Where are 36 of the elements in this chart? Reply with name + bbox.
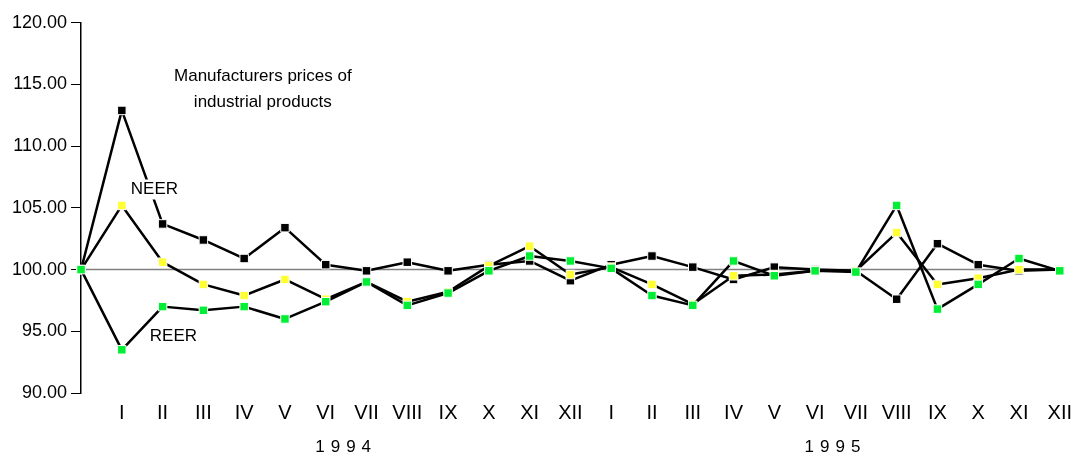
series-label: REER — [149, 326, 198, 346]
y-tick-label: 115.00 — [13, 73, 68, 94]
x-tick-label: III — [195, 400, 212, 423]
x-tick-label: III — [684, 400, 702, 423]
x-tick-label: X — [482, 400, 496, 423]
y-tick-label: 105.00 — [11, 196, 68, 217]
x-tick-label: IX — [927, 400, 947, 423]
y-tick-label: 100.00 — [11, 258, 68, 279]
x-tick-label: V — [278, 400, 293, 423]
x-tick-label: XI — [1009, 400, 1029, 423]
y-tick-label: 110.00 — [13, 135, 68, 156]
x-tick-label: II — [646, 400, 658, 423]
x-tick-label: I — [608, 400, 614, 423]
x-tick-label: VIII — [392, 400, 423, 423]
x-tick-label: VI — [316, 400, 336, 423]
x-tick-label: VII — [354, 400, 379, 423]
y-tick-label: 90.00 — [22, 381, 68, 402]
x-tick-label: IV — [724, 400, 744, 423]
text: 1995 — [804, 436, 867, 456]
x-tick-label: VII — [843, 400, 869, 423]
x-tick-label: VI — [805, 400, 825, 423]
x-tick-label: IX — [438, 400, 458, 423]
text: Manufacturers prices of industrial products — [174, 66, 352, 112]
y-tick-label: 95.00 — [22, 320, 68, 341]
x-tick-label: IV — [234, 400, 255, 423]
y-tick-label: 120.00 — [11, 11, 68, 32]
x-tick-label: XII — [1047, 400, 1072, 423]
x-tick-label: XII — [558, 400, 583, 423]
x-tick-label: XI — [520, 400, 540, 423]
x-tick-label: II — [157, 400, 169, 423]
x-tick-label: VIII — [881, 400, 912, 423]
text: 1994 — [315, 436, 378, 456]
x-tick-label: V — [767, 400, 782, 423]
x-tick-label: I — [119, 400, 125, 423]
series-label: NEER — [130, 179, 179, 199]
x-tick-label: X — [971, 400, 985, 423]
